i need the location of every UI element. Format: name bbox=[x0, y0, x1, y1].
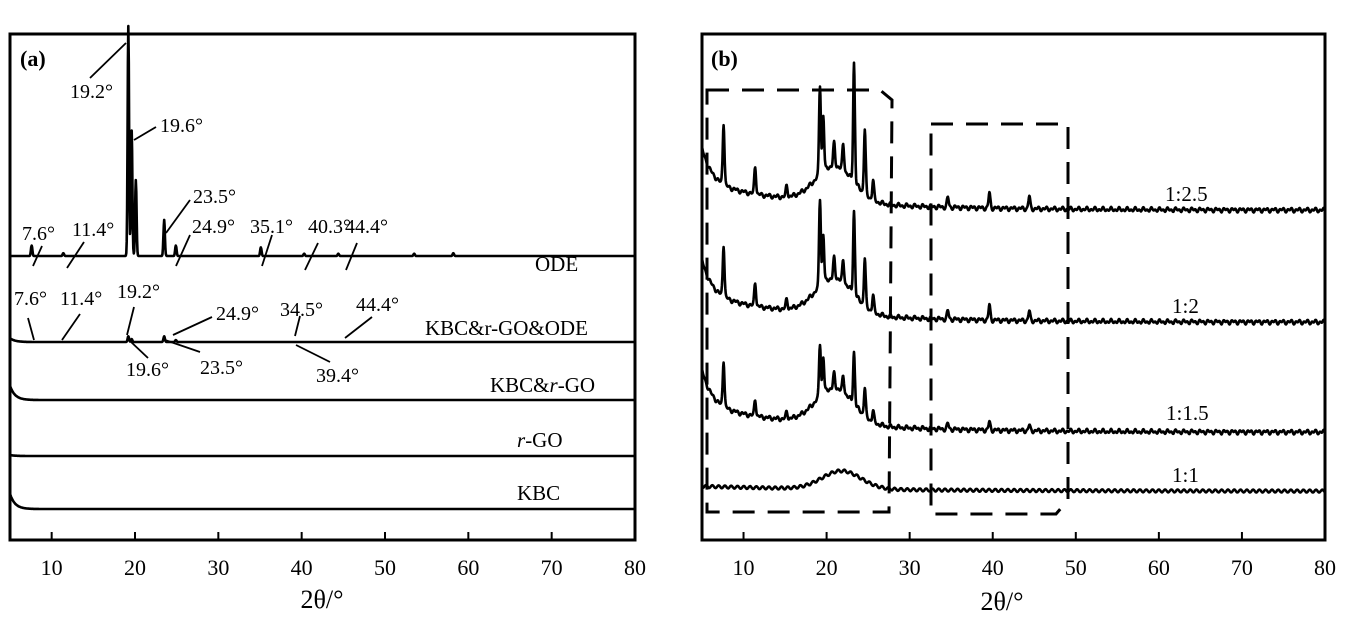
peak-annotation: 7.6° bbox=[22, 223, 55, 245]
panel-a-label: (a) bbox=[20, 46, 46, 71]
x-tick-label: 30 bbox=[207, 555, 229, 580]
series-line-1-1-5 bbox=[700, 343, 1327, 436]
x-tick-label: 80 bbox=[624, 555, 646, 580]
panel-a-peak-annotations: 19.2° 19.6° 23.5° 24.9° 35.1° 40.3° 44.4… bbox=[14, 42, 399, 387]
dashed-region-high-angle bbox=[929, 122, 1070, 516]
series-label-kbc-rgo: KBC&r-GO bbox=[490, 373, 595, 397]
peak-annotation: 24.9° bbox=[192, 216, 235, 238]
panel-a: (a) 10 20 30 40 50 60 70 80 ODE KBC&r-GO&ODE KB… bbox=[8, 24, 646, 614]
x-tick-label: 70 bbox=[541, 555, 563, 580]
series-line-ode bbox=[9, 24, 636, 258]
peak-annotation: 19.6° bbox=[160, 115, 203, 137]
series-label-1-2-5: 1:2.5 bbox=[1165, 182, 1208, 206]
panel-a-frame bbox=[8, 32, 637, 542]
panel-b: (b) 10 20 30 40 50 60 70 80 1:2.5 1:2 1:1.5 1:1… bbox=[700, 32, 1336, 616]
x-tick-label: 20 bbox=[124, 555, 146, 580]
panel-a-series-labels: ODE KBC&r-GO&ODE KBC&r-GO r-GO KBC bbox=[425, 252, 595, 505]
panel-b-frame bbox=[700, 32, 1327, 542]
peak-annotation: 24.9° bbox=[216, 303, 259, 325]
peak-annotation: 44.4° bbox=[345, 216, 388, 238]
x-tick-label: 70 bbox=[1231, 555, 1253, 580]
series-line-kbc bbox=[8, 493, 636, 511]
peak-annotation: 39.4° bbox=[316, 365, 359, 387]
x-tick-label: 10 bbox=[41, 555, 63, 580]
series-label-kbc-rgo-ode: KBC&r-GO&ODE bbox=[425, 316, 588, 340]
peak-annotation: 19.2° bbox=[117, 281, 160, 303]
peak-annotation: 11.4° bbox=[72, 219, 114, 241]
series-label-kbc: KBC bbox=[517, 481, 560, 505]
peak-annotation: 7.6° bbox=[14, 288, 47, 310]
peak-annotation: 35.1° bbox=[250, 216, 293, 238]
peak-annotation: 34.5° bbox=[280, 299, 323, 321]
x-tick-label: 40 bbox=[291, 555, 313, 580]
peak-annotation: 19.2° bbox=[70, 81, 113, 103]
series-label-1-2: 1:2 bbox=[1172, 294, 1199, 318]
x-tick-label: 80 bbox=[1314, 555, 1336, 580]
series-line-kbc-r-go bbox=[8, 385, 636, 402]
peak-annotation: 11.4° bbox=[60, 288, 102, 310]
series-line-r-go bbox=[9, 453, 636, 458]
x-tick-label: 50 bbox=[1065, 555, 1087, 580]
panel-b-traces bbox=[700, 61, 1327, 494]
series-line-1-2-5 bbox=[700, 61, 1327, 214]
peak-annotation: 23.5° bbox=[200, 357, 243, 379]
x-tick-label: 10 bbox=[733, 555, 755, 580]
x-tick-label: 30 bbox=[899, 555, 921, 580]
panel-b-series-labels: 1:2.5 1:2 1:1.5 1:1 bbox=[1165, 182, 1209, 487]
panel-a-x-axis-label: 2θ/° bbox=[300, 585, 343, 614]
peak-annotation: 44.4° bbox=[356, 294, 399, 316]
x-tick-label: 60 bbox=[1148, 555, 1170, 580]
series-label-1-1: 1:1 bbox=[1172, 463, 1199, 487]
panel-b-x-ticks: 10 20 30 40 50 60 70 80 bbox=[733, 532, 1336, 580]
x-tick-label: 60 bbox=[457, 555, 479, 580]
panel-b-x-axis-label: 2θ/° bbox=[980, 587, 1023, 616]
dashed-region-low-angle bbox=[705, 88, 894, 514]
x-tick-label: 40 bbox=[982, 555, 1004, 580]
series-line-1-1 bbox=[701, 468, 1326, 494]
panel-a-x-ticks: 10 20 30 40 50 60 70 80 bbox=[41, 532, 646, 580]
peak-annotation: 23.5° bbox=[193, 186, 236, 208]
peak-annotation: 40.3° bbox=[308, 216, 351, 238]
series-label-1-1-5: 1:1.5 bbox=[1166, 401, 1209, 425]
series-label-ode: ODE bbox=[535, 252, 578, 276]
panel-a-traces bbox=[8, 24, 636, 511]
series-line-1-2 bbox=[700, 198, 1327, 326]
peak-annotation: 19.6° bbox=[126, 359, 169, 381]
panel-b-label: (b) bbox=[711, 46, 738, 71]
series-label-rgo: r-GO bbox=[517, 428, 563, 452]
x-tick-label: 20 bbox=[816, 555, 838, 580]
series-line-kbc-r-go-ode bbox=[9, 335, 636, 344]
x-tick-label: 50 bbox=[374, 555, 396, 580]
